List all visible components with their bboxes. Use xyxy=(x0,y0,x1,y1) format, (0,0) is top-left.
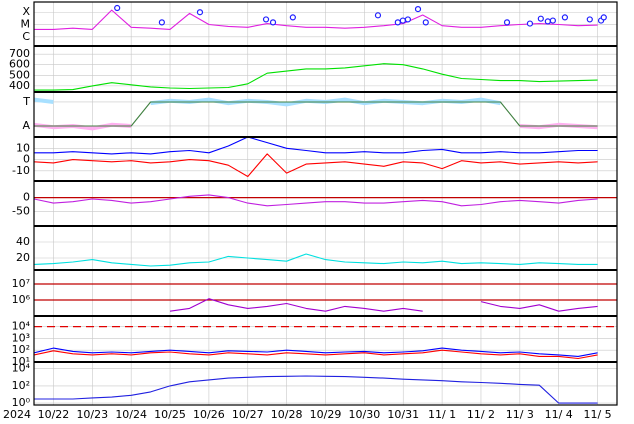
panel-plot xyxy=(34,63,598,91)
y-tick-label: 600 xyxy=(9,58,30,71)
x-tick-label: 10/31 xyxy=(387,408,419,421)
series-line xyxy=(34,253,598,267)
flare-marker xyxy=(503,19,511,26)
flare-marker xyxy=(414,6,422,13)
x-tick-label: 10/26 xyxy=(193,408,225,421)
panel-plot xyxy=(34,194,617,207)
series-line xyxy=(34,101,598,127)
flare-marker xyxy=(114,4,121,12)
x-tick-label: 10/24 xyxy=(115,408,147,421)
y-tick-label: 10⁴ xyxy=(12,362,31,375)
series-line xyxy=(34,153,598,178)
y-tick-label: X xyxy=(22,5,30,18)
y-tick-label: 10² xyxy=(12,379,30,392)
flare-marker xyxy=(422,19,429,26)
flare-marker xyxy=(269,19,277,26)
x-tick-label: 11/ 5 xyxy=(583,408,611,421)
x-tick-label: 11/ 1 xyxy=(428,408,456,421)
flare-marker xyxy=(404,16,411,23)
series-line xyxy=(34,63,598,91)
y-tick-label: 700 xyxy=(9,47,30,60)
y-tick-label: -50 xyxy=(12,204,30,217)
series-line xyxy=(34,122,598,131)
x-tick-label: 11/ 4 xyxy=(545,408,573,421)
y-tick-label: 40 xyxy=(16,235,30,248)
x-tick-label: 10/25 xyxy=(154,408,186,421)
y-tick-label: 10¹ xyxy=(12,355,30,368)
y-tick-label: T xyxy=(22,95,30,108)
panel-plot xyxy=(34,253,598,267)
y-tick-label: -10 xyxy=(12,164,30,177)
x-tick-label: 10/28 xyxy=(271,408,303,421)
flare-marker xyxy=(600,14,607,21)
flare-marker xyxy=(549,17,556,24)
flare-marker xyxy=(262,16,270,23)
panel-plot xyxy=(34,283,617,312)
flare-marker xyxy=(399,17,406,24)
series-line xyxy=(34,375,598,404)
x-tick-label: 10/29 xyxy=(310,408,342,421)
panel-plot xyxy=(34,97,598,131)
series-line xyxy=(34,349,598,360)
x-tick-label: 10/22 xyxy=(38,408,70,421)
y-tick-label: 0 xyxy=(23,191,30,204)
flare-marker xyxy=(544,18,551,25)
flare-marker xyxy=(289,14,296,21)
y-tick-label: 10³ xyxy=(12,331,30,344)
y-tick-label: A xyxy=(22,119,30,132)
y-tick-label: 10⁶ xyxy=(12,293,31,306)
panel-plot xyxy=(34,375,598,404)
flare-marker xyxy=(196,9,204,16)
flare-marker xyxy=(586,16,593,23)
x-tick-label: 11/ 2 xyxy=(467,408,495,421)
y-tick-label: 10 xyxy=(16,141,30,154)
x-tick-label: 11/ 3 xyxy=(506,408,534,421)
flare-marker xyxy=(374,12,382,19)
y-tick-label: 10⁴ xyxy=(12,320,31,333)
series-line xyxy=(34,194,598,207)
flare-marker xyxy=(394,19,401,26)
y-tick-label: C xyxy=(22,30,30,43)
y-tick-label: 0 xyxy=(23,153,30,166)
y-tick-label: 20 xyxy=(16,251,30,264)
x-tick-label: 10/27 xyxy=(232,408,264,421)
series-line xyxy=(34,347,598,357)
y-tick-label: 500 xyxy=(9,68,30,81)
flare-marker xyxy=(158,19,165,26)
flare-marker xyxy=(537,15,544,22)
y-tick-label: 10⁷ xyxy=(12,277,30,290)
x-tick-label: 10/23 xyxy=(76,408,108,421)
plot-frame xyxy=(33,1,618,406)
flare-marker xyxy=(526,20,534,27)
panel-plot xyxy=(34,137,598,178)
y-tick-label: M xyxy=(21,18,31,31)
panel-plot xyxy=(34,326,617,360)
y-tick-label: 10⁰ xyxy=(12,396,31,409)
series-line xyxy=(34,137,598,155)
panel-plot xyxy=(34,9,598,30)
year-label: 2024 xyxy=(3,408,31,421)
flare-marker xyxy=(561,14,569,21)
y-tick-label: 10² xyxy=(12,343,30,356)
series-line xyxy=(169,298,598,312)
y-tick-label: 400 xyxy=(9,79,30,92)
x-tick-label: 10/30 xyxy=(349,408,381,421)
series-line xyxy=(34,9,598,30)
